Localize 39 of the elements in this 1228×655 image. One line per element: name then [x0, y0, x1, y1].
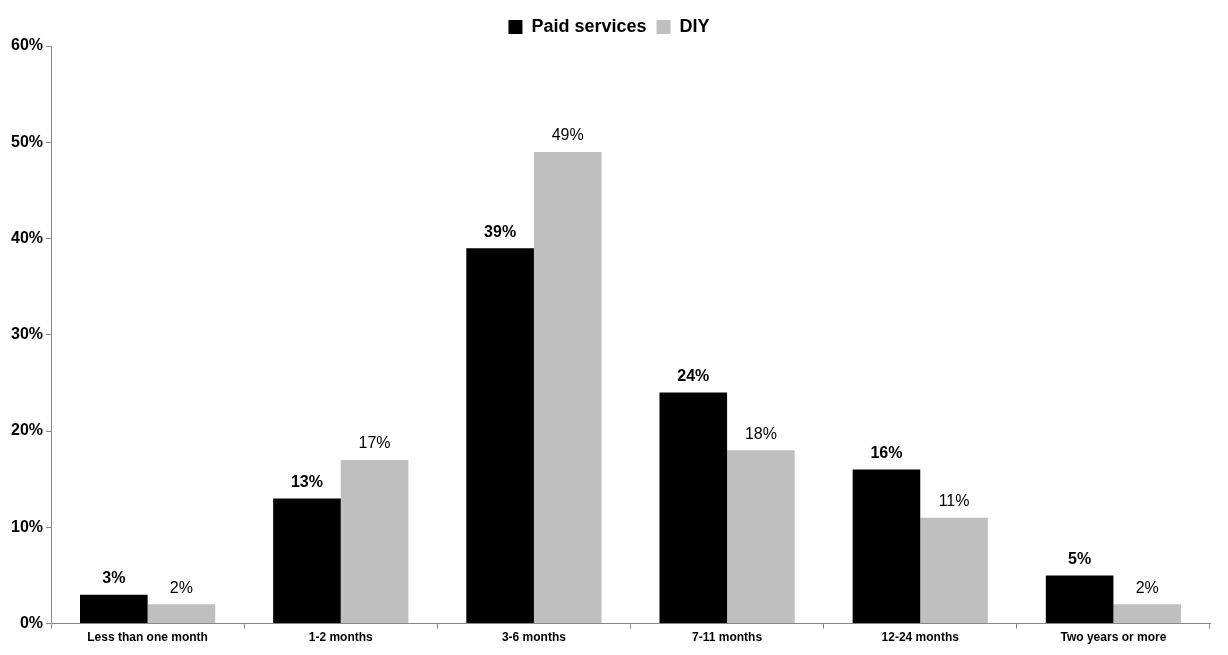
bar — [920, 517, 988, 624]
x-tick-label: Two years or more — [1060, 630, 1167, 645]
bar — [340, 459, 409, 624]
bar — [147, 604, 216, 624]
data-label: 3% — [102, 569, 126, 587]
x-tick-label: Less than one month — [87, 630, 208, 645]
x-tick-label: 1-2 months — [308, 630, 374, 645]
bar — [1113, 604, 1182, 624]
y-tick-label: 20% — [10, 421, 44, 439]
bar — [533, 151, 602, 624]
data-label: 11% — [938, 492, 970, 510]
bar — [727, 450, 795, 624]
y-tick-label: 10% — [10, 517, 44, 535]
bar — [466, 248, 534, 624]
y-tick-label: 60% — [10, 36, 44, 54]
bar — [852, 469, 921, 624]
y-tick-label: 40% — [10, 228, 44, 246]
data-label: 2% — [1135, 578, 1159, 596]
x-tick-label: 7-11 months — [692, 630, 763, 645]
y-tick-label: 0% — [19, 614, 44, 632]
data-label: 39% — [484, 222, 517, 240]
data-label: 16% — [870, 443, 903, 461]
bar — [1045, 575, 1114, 624]
data-label: 17% — [358, 434, 391, 452]
data-label: 13% — [290, 472, 323, 490]
data-label: 24% — [677, 366, 710, 384]
x-tick-label: 3-6 months — [501, 630, 567, 645]
legend-label: DIY — [679, 15, 710, 36]
data-label: 18% — [744, 424, 777, 442]
data-label: 49% — [551, 126, 584, 144]
y-tick-label: 50% — [10, 132, 44, 150]
bar — [659, 392, 728, 624]
y-tick-label: 30% — [10, 325, 44, 343]
data-label: 2% — [169, 578, 193, 596]
data-label: 5% — [1068, 549, 1092, 567]
legend-label: Paid services — [531, 15, 647, 36]
bar — [80, 594, 148, 624]
x-tick-label: 12-24 months — [881, 630, 960, 645]
bar — [273, 498, 341, 624]
